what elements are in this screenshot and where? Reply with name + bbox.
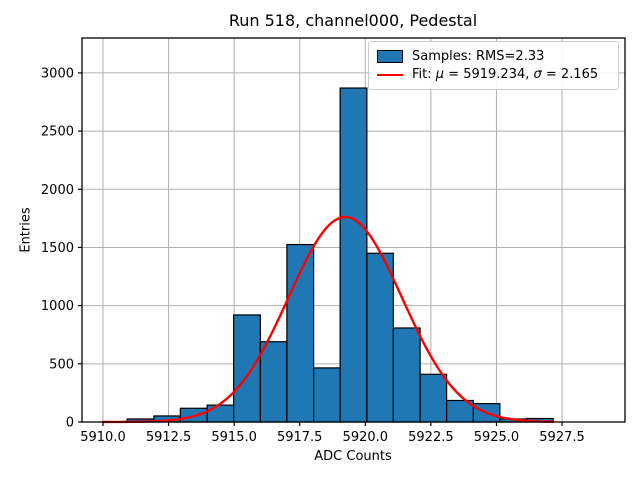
chart-title: Run 518, channel000, Pedestal [228,11,478,30]
mu-symbol: μ [435,67,445,83]
y-axis-label: Entries [18,207,34,253]
legend-entry-samples: Samples: RMS=2.33 [377,48,610,64]
histogram-bar [339,87,368,423]
y-tick-label: 2000 [41,183,74,198]
histogram-bar [259,341,288,423]
x-tick-label: 5912.5 [146,430,192,445]
x-tick-label: 5922.5 [408,430,454,445]
x-tick-label: 5915.0 [211,430,257,445]
sigma-symbol: σ [533,67,542,83]
y-tick-label: 0 [66,416,74,431]
y-tick-label: 2500 [41,125,74,140]
histogram-bar [366,252,394,423]
y-tick-label: 500 [49,357,74,372]
histogram-bar [286,243,315,423]
x-axis-label: ADC Counts [314,449,392,464]
fit-line-swatch-icon [377,73,403,76]
histogram-bar [313,367,341,423]
histogram-bar [206,404,235,423]
histogram-swatch-icon [377,49,403,63]
legend-samples-label: Samples: RMS=2.33 [412,48,545,64]
x-tick-label: 5920.0 [343,430,389,445]
y-tick-label: 3000 [41,66,74,81]
x-tick-label: 5927.5 [539,430,585,445]
histogram-bar [419,373,448,423]
y-tick-label: 1500 [41,241,74,256]
histogram-bar [233,314,261,423]
y-tick-label: 1000 [41,299,74,314]
x-tick-label: 5925.0 [474,430,520,445]
legend: Samples: RMS=2.33 Fit: μ = 5919.234, σ =… [368,41,619,90]
x-tick-label: 5917.5 [277,430,323,445]
fit-curve [101,215,555,424]
plot-border [81,37,626,423]
x-tick-label: 5910.0 [80,430,126,445]
legend-entry-fit: Fit: μ = 5919.234, σ = 2.165 [377,68,610,81]
legend-fit-label: Fit: μ = 5919.234, σ = 2.165 [412,67,599,83]
histogram-bar [392,327,421,423]
